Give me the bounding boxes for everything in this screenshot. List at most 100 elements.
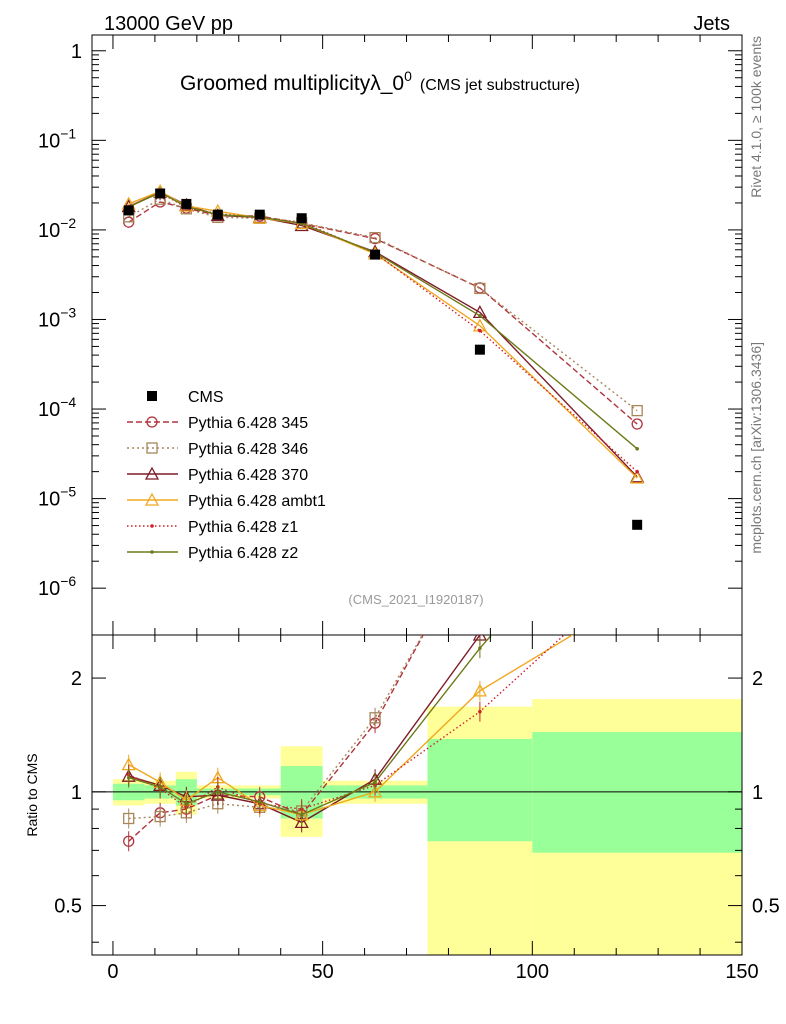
main-y-tick-label: 10−1 <box>38 125 76 152</box>
ratio-y-tick-label: 0.5 <box>54 896 82 918</box>
data-point-marker <box>635 469 639 474</box>
data-point-marker <box>635 446 639 451</box>
tick-base: 1 <box>71 41 82 63</box>
data-point-marker <box>631 404 643 417</box>
main-y-tick-label: 10−5 <box>38 484 76 511</box>
tick-exponent: −4 <box>60 394 76 410</box>
data-point-marker <box>299 812 304 817</box>
cms-data-point <box>474 344 485 355</box>
data-point-marker <box>144 492 160 506</box>
data-point-marker <box>123 812 135 825</box>
data-point-marker <box>369 712 381 724</box>
data-point-marker <box>146 442 158 454</box>
tick-exponent: −2 <box>60 215 76 231</box>
main-y-tick-label: 10−4 <box>38 394 76 421</box>
main-y-tick-label: 10−2 <box>38 215 76 242</box>
ratio-series-line <box>128 635 424 820</box>
legend-label: Pythia 6.428 346 <box>188 441 308 458</box>
data-point-marker <box>144 466 160 480</box>
data-point-marker <box>150 550 154 554</box>
data-point-marker <box>216 790 220 794</box>
tick-exponent: −3 <box>60 304 76 320</box>
tick-base: 10 <box>38 130 60 152</box>
main-series-line <box>128 198 638 412</box>
data-point-marker <box>150 524 154 528</box>
header-process-label: Jets <box>693 13 730 35</box>
data-point-marker <box>630 470 645 484</box>
data-point-marker <box>369 231 381 244</box>
legend-label: Pythia 6.428 z1 <box>188 519 298 536</box>
legend: CMS Pythia 6.428 345 Pythia 6.428 346 Pythi… <box>127 389 326 562</box>
ratio-band-green <box>427 738 533 842</box>
chart-subtitle: (CMS jet substructure) <box>420 77 580 94</box>
cms-data-point <box>123 205 134 216</box>
legend-label-cms: CMS <box>188 389 224 406</box>
cms-data-point <box>296 213 307 224</box>
data-point-marker <box>478 313 482 318</box>
data-point-marker <box>474 282 486 295</box>
main-series-line <box>128 190 638 479</box>
main-y-tick-label: 10−6 <box>38 573 76 600</box>
data-point-marker <box>367 784 383 798</box>
ratio-y-tick-label-right: 2 <box>752 668 763 690</box>
data-point-marker <box>126 775 131 780</box>
analysis-watermark: (CMS_2021_I1920187) <box>348 592 483 607</box>
legend-label: Pythia 6.428 z2 <box>188 545 298 562</box>
ratio-y-tick-label: 1 <box>71 782 82 804</box>
ratio-panel: 0.5 0.51 12 2 Ratio to CMS 0 50 100 150 <box>24 35 780 983</box>
x-tick-label: 100 <box>516 961 549 983</box>
data-point-marker <box>158 785 162 789</box>
header-collision-label: 13000 GeV pp <box>104 13 233 35</box>
main-y-tick-label: 10−3 <box>38 304 76 331</box>
legend-label: Pythia 6.428 345 <box>188 415 308 432</box>
main-panel: Groomed multiplicityλ_00 (CMS jet substru… <box>38 34 743 636</box>
tick-exponent: −5 <box>60 484 76 500</box>
cms-data-point <box>632 519 643 530</box>
data-point-marker <box>154 810 166 823</box>
data-point-marker <box>123 835 135 847</box>
ratio-y-tick-label-right: 1 <box>752 782 763 804</box>
chart-title: Groomed multiplicityλ_00 (CMS jet substru… <box>180 68 580 95</box>
data-point-marker <box>373 780 377 785</box>
tick-exponent: −1 <box>60 125 76 141</box>
ratio-band-green <box>532 731 742 853</box>
ratio-y-tick-label: 2 <box>71 668 82 690</box>
data-point-marker <box>146 416 158 428</box>
chart-title-sup: 0 <box>404 68 412 84</box>
rivet-version-label: Rivet 4.1.0, ≥ 100k events <box>748 36 764 198</box>
data-point-marker <box>472 683 487 697</box>
ratio-y-axis-label: Ratio to CMS <box>24 753 40 836</box>
data-point-marker <box>184 801 189 806</box>
cms-data-point <box>370 249 381 260</box>
legend-label: Pythia 6.428 ambt1 <box>188 493 326 510</box>
ratio-series-group <box>126 635 493 825</box>
legend-label: Pythia 6.428 370 <box>188 467 308 484</box>
main-y-tick-label: 1 <box>71 41 82 63</box>
data-point-marker <box>478 646 482 650</box>
main-series-line <box>128 191 638 450</box>
x-tick-label: 0 <box>107 961 118 983</box>
data-point-marker <box>478 709 482 714</box>
data-point-marker <box>257 800 262 804</box>
tick-base: 10 <box>38 220 60 242</box>
data-point-marker <box>631 418 643 430</box>
tick-exponent: −6 <box>60 573 76 589</box>
chart-title-main: Groomed multiplicityλ_0 <box>180 72 404 95</box>
tick-base: 10 <box>38 399 60 421</box>
ratio-plot-frame <box>91 634 743 956</box>
ratio-y-tick-label-right: 0.5 <box>752 896 780 918</box>
tick-base: 10 <box>38 309 60 331</box>
cms-data-point <box>155 188 166 199</box>
cms-data-point <box>212 209 223 220</box>
legend-cms-marker <box>147 391 157 401</box>
cms-data-point <box>254 209 265 220</box>
tick-base: 10 <box>38 578 60 600</box>
mcplots-reference-label: mcplots.cern.ch [arXiv:1306.3436] <box>748 342 764 554</box>
main-series-line <box>128 191 638 478</box>
x-tick-label: 150 <box>725 961 758 983</box>
x-tick-label: 50 <box>312 961 334 983</box>
tick-base: 10 <box>38 489 60 511</box>
cms-data-point <box>181 198 192 209</box>
data-point-marker <box>478 328 482 333</box>
